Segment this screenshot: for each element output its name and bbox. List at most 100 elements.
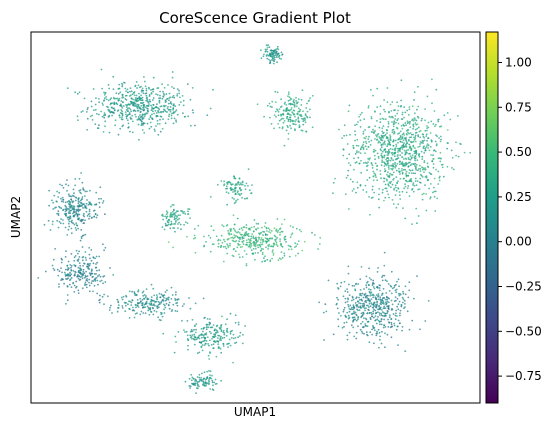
data-point [419, 168, 422, 170]
data-point [191, 337, 193, 340]
data-point [405, 140, 408, 143]
data-point [368, 158, 371, 161]
data-point [147, 306, 150, 309]
data-point [121, 118, 124, 121]
data-point [82, 187, 84, 190]
data-point [204, 339, 206, 342]
data-point [396, 305, 399, 308]
data-point [162, 332, 165, 335]
data-point [104, 92, 107, 95]
data-point [269, 54, 272, 56]
data-point [412, 145, 415, 148]
data-point [88, 284, 91, 287]
data-point [297, 116, 300, 119]
data-point [469, 151, 472, 154]
data-point [234, 250, 237, 253]
data-point [236, 231, 239, 234]
data-point [153, 107, 156, 109]
data-point [225, 185, 228, 188]
data-point [260, 237, 263, 239]
data-point [77, 266, 80, 269]
data-point [412, 140, 415, 143]
data-point [405, 139, 408, 142]
data-point [426, 129, 428, 132]
data-point [130, 118, 133, 120]
data-point [423, 145, 425, 148]
data-point [118, 97, 121, 100]
data-point [141, 304, 144, 307]
data-point [43, 223, 46, 226]
data-point [371, 188, 374, 191]
data-point [385, 303, 388, 305]
data-point [347, 298, 350, 301]
data-point [358, 309, 361, 311]
data-point [439, 175, 441, 178]
data-point [396, 119, 399, 122]
data-point [99, 186, 102, 189]
data-point [362, 296, 365, 299]
data-point [374, 315, 377, 317]
data-point [230, 236, 233, 239]
data-point [290, 107, 293, 109]
data-point [343, 325, 345, 328]
data-point [425, 146, 427, 149]
data-point [157, 306, 160, 309]
data-point [348, 208, 350, 210]
data-point [90, 204, 93, 206]
data-point [366, 282, 368, 284]
data-point [414, 112, 416, 115]
data-point [251, 233, 254, 235]
data-point [358, 299, 361, 301]
data-point [237, 244, 240, 247]
data-point [191, 318, 194, 321]
data-point [70, 227, 73, 230]
data-point [234, 321, 237, 324]
data-point [173, 209, 175, 212]
data-point [156, 103, 158, 106]
data-point [401, 172, 404, 175]
data-point [88, 208, 91, 211]
data-point [208, 379, 210, 382]
data-point [80, 237, 83, 240]
data-point [302, 110, 304, 113]
data-point [61, 278, 64, 281]
data-point [351, 308, 353, 311]
data-point [131, 114, 134, 117]
data-point [170, 286, 173, 289]
data-point [387, 154, 390, 156]
data-point [152, 287, 155, 290]
data-point [96, 261, 99, 264]
data-point [177, 223, 179, 225]
data-point [114, 119, 117, 122]
data-point [372, 131, 375, 134]
data-point [393, 322, 396, 325]
data-point [103, 97, 106, 100]
data-point [120, 109, 123, 111]
data-point [159, 296, 162, 299]
data-point [369, 292, 372, 295]
data-point [70, 277, 73, 279]
data-point [396, 182, 399, 185]
data-point [376, 318, 379, 321]
data-point [228, 233, 231, 236]
data-point [295, 96, 297, 99]
data-point [135, 293, 138, 296]
data-point [374, 305, 377, 308]
data-point [427, 300, 430, 302]
data-point [381, 127, 384, 130]
data-point [162, 218, 165, 221]
data-point [217, 341, 220, 343]
data-point [121, 96, 123, 99]
data-point [64, 256, 67, 258]
data-point [88, 215, 91, 218]
data-point [84, 195, 86, 197]
data-point [241, 342, 244, 345]
data-point [82, 218, 84, 221]
data-point [435, 168, 437, 171]
data-point [284, 101, 287, 104]
data-point [70, 273, 72, 276]
data-point [244, 188, 247, 191]
data-point [150, 89, 152, 91]
data-point [71, 208, 74, 210]
data-point [361, 314, 364, 316]
